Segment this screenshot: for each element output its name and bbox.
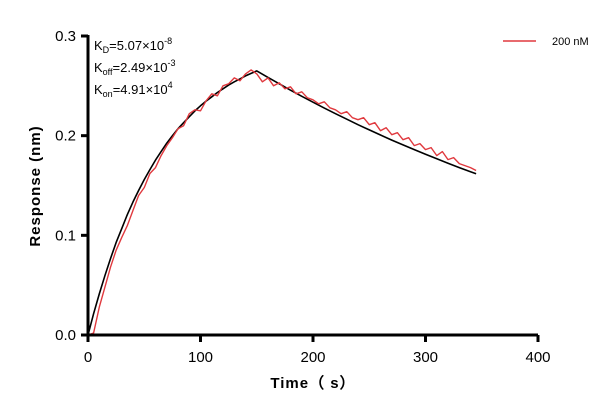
kon-label: Kon=4.91×104 bbox=[94, 80, 173, 99]
kinetics-annotation: KD=5.07×10-8 Koff=2.49×10-3 Kon=4.91×104 bbox=[94, 36, 175, 99]
y-tick-label: 0.2 bbox=[55, 128, 76, 145]
y-tick-label: 0.1 bbox=[55, 227, 76, 244]
series-layer bbox=[87, 69, 477, 336]
series-line-200nM bbox=[87, 69, 477, 336]
x-tick-label: 300 bbox=[413, 349, 438, 366]
y-tick-label: 0.0 bbox=[55, 327, 76, 344]
koff-label: Koff=2.49×10-3 bbox=[94, 58, 175, 77]
y-tick-label: 0.3 bbox=[55, 28, 76, 45]
legend: 200 nM bbox=[503, 36, 589, 48]
x-axis-title: Time（ s） bbox=[270, 374, 355, 392]
x-tick-label: 0 bbox=[84, 349, 92, 366]
kd-label: KD=5.07×10-8 bbox=[94, 36, 172, 55]
x-tick-label: 200 bbox=[300, 349, 325, 366]
x-tick-label: 400 bbox=[525, 349, 550, 366]
fit-curve bbox=[87, 70, 477, 336]
y-axis-title: Response (nm) bbox=[27, 125, 44, 246]
legend-label: 200 nM bbox=[552, 36, 589, 48]
ticks: 0 100 200 300 400 0.0 0.1 0.2 0.3 bbox=[55, 28, 550, 366]
x-tick-label: 100 bbox=[188, 349, 213, 366]
